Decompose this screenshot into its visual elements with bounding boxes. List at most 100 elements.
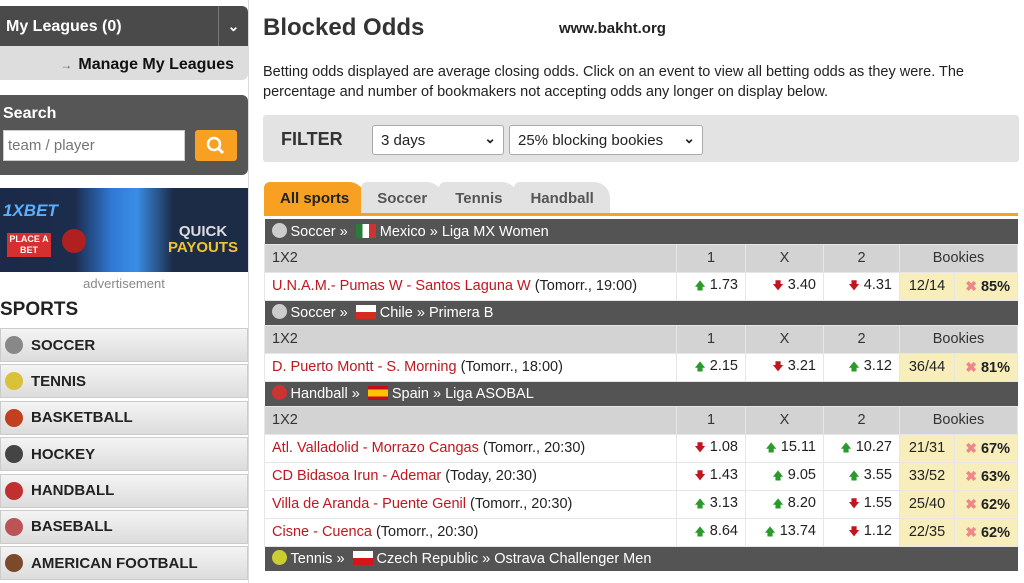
odd-2: 1.55 xyxy=(863,494,892,511)
sport-ball-icon xyxy=(5,517,23,536)
sidebar-sport-baseball[interactable]: BASEBALL xyxy=(0,509,248,544)
country-flag-icon xyxy=(367,386,388,400)
search-panel: Search xyxy=(0,95,248,175)
sidebar-sport-american-football[interactable]: AMERICAN FOOTBALL xyxy=(0,546,248,581)
advertisement-banner[interactable]: 1XBET PLACE A BET QUICK PAYOUTS xyxy=(0,188,248,272)
event-row[interactable]: U.N.A.M.- Pumas W - Santos Laguna W (Tom… xyxy=(264,271,1018,301)
sport-icon xyxy=(271,550,287,566)
arrow-up-icon: 🡅 xyxy=(765,441,777,454)
tab-handball[interactable]: Handball xyxy=(514,182,610,214)
odd-1: 1.08 xyxy=(709,438,738,455)
blocked-percent: 63% xyxy=(980,468,1010,485)
period-select[interactable]: 3 days ⌄ xyxy=(372,125,504,155)
sport-label: TENNIS xyxy=(31,372,87,390)
league-header[interactable]: Tennis » Czech Republic » Ostrava Challe… xyxy=(264,546,1018,571)
tab-all-sports[interactable]: All sports xyxy=(264,182,366,214)
country-name: Czech Republic xyxy=(376,551,479,568)
sports-heading: SPORTS xyxy=(0,299,79,320)
ad-caption: advertisement xyxy=(83,276,165,291)
chevron-down-icon: ⌄ xyxy=(683,130,695,146)
sport-ball-icon xyxy=(5,372,23,391)
event-time: (Tomorr., 19:00) xyxy=(534,278,638,294)
blocked-x-icon: ✖ xyxy=(965,495,977,512)
arrow-down-icon: 🡇 xyxy=(694,441,706,454)
league-header[interactable]: Soccer » Mexico » Liga MX Women xyxy=(264,219,1018,244)
column-header-row: 1X2 1 X 2 Bookies xyxy=(264,405,1018,435)
odd-2: 10.27 xyxy=(855,438,892,455)
sidebar-sport-soccer[interactable]: SOCCER xyxy=(0,328,248,362)
description: Betting odds displayed are average closi… xyxy=(263,64,964,100)
market-header: 1X2 xyxy=(264,243,677,273)
league-header[interactable]: Handball » Spain » Liga ASOBAL xyxy=(264,381,1018,406)
manage-label: Manage My Leagues xyxy=(78,56,234,73)
arrow-up-icon: 🡅 xyxy=(772,469,784,482)
league-header[interactable]: Soccer » Chile » Primera B xyxy=(264,300,1018,325)
event-link[interactable]: CD Bidasoa Irun - Ademar xyxy=(272,468,442,484)
search-icon xyxy=(206,136,225,155)
filter-label: FILTER xyxy=(281,129,343,149)
ad-place-bet: PLACE A BET xyxy=(7,233,51,257)
event-time: (Today, 20:30) xyxy=(445,468,537,484)
sport-name: Tennis xyxy=(290,551,333,568)
col-1-header: 1 xyxy=(676,243,746,273)
event-row[interactable]: Atl. Valladolid - Morrazo Cangas (Tomorr… xyxy=(264,433,1018,463)
search-input[interactable] xyxy=(3,130,185,161)
blocked-x-icon: ✖ xyxy=(965,358,977,375)
odd-2: 4.31 xyxy=(863,276,892,293)
country-name: Chile xyxy=(379,305,413,321)
col-x-header: X xyxy=(745,243,824,273)
tab-soccer[interactable]: Soccer xyxy=(361,182,444,214)
odd-x: 15.11 xyxy=(780,438,816,455)
blocked-x-icon: ✖ xyxy=(965,277,977,294)
tab-underline xyxy=(264,213,1018,216)
sport-tabs: All sports Soccer Tennis Handball xyxy=(264,182,610,214)
arrow-up-icon: 🡅 xyxy=(848,469,860,482)
site-watermark: www.bakht.org xyxy=(559,20,666,37)
sidebar-sport-basketball[interactable]: BASKETBALL xyxy=(0,400,248,435)
sidebar-sport-tennis[interactable]: TENNIS xyxy=(0,364,248,399)
arrow-up-icon: 🡅 xyxy=(840,441,852,454)
sidebar-sport-handball[interactable]: HANDBALL xyxy=(0,473,248,508)
sport-icon xyxy=(271,222,287,238)
event-time: (Tomorr., 18:00) xyxy=(460,359,563,375)
bookies-count: 36/44 xyxy=(899,352,955,382)
arrow-down-icon: 🡇 xyxy=(848,279,860,292)
event-row[interactable]: Villa de Aranda - Puente Genil (Tomorr.,… xyxy=(264,489,1018,519)
arrow-up-icon: 🡅 xyxy=(764,525,776,538)
manage-leagues-link[interactable]: → Manage My Leagues xyxy=(0,46,248,80)
blocking-select[interactable]: 25% blocking bookies ⌄ xyxy=(509,125,703,155)
arrow-up-icon: 🡅 xyxy=(772,497,784,510)
sport-ball-icon xyxy=(5,554,23,573)
filter-bar: FILTER 3 days ⌄ 25% blocking bookies ⌄ xyxy=(263,115,1019,162)
bookies-header: Bookies xyxy=(899,324,1018,354)
blocked-percent: 81% xyxy=(980,359,1010,376)
event-link[interactable]: D. Puerto Montt - S. Morning xyxy=(272,359,457,375)
col-x-header: X xyxy=(745,405,824,435)
chevron-down-icon[interactable]: ⌄ xyxy=(218,6,248,46)
sport-label: BASEBALL xyxy=(31,518,113,536)
my-leagues-bar[interactable]: My Leagues (0) ⌄ xyxy=(0,6,248,46)
event-row[interactable]: D. Puerto Montt - S. Morning (Tomorr., 1… xyxy=(264,352,1018,382)
sport-ball-icon xyxy=(5,445,23,464)
period-value: 3 days xyxy=(381,132,426,149)
event-link[interactable]: Atl. Valladolid - Morrazo Cangas xyxy=(272,440,479,456)
arrow-up-icon: 🡅 xyxy=(848,360,860,373)
odd-1: 3.13 xyxy=(709,494,738,511)
event-link[interactable]: Villa de Aranda - Puente Genil xyxy=(272,496,467,512)
search-button[interactable] xyxy=(195,130,237,161)
column-header-row: 1X2 1 X 2 Bookies xyxy=(264,243,1018,273)
sport-label: AMERICAN FOOTBALL xyxy=(31,554,198,572)
arrow-up-icon: 🡅 xyxy=(694,360,706,373)
sport-label: HOCKEY xyxy=(31,445,96,463)
sports-list: SOCCER TENNIS BASKETBALL HOCKEY HANDBALL BASE… xyxy=(0,328,248,583)
tab-tennis[interactable]: Tennis xyxy=(439,182,519,214)
event-row[interactable]: CD Bidasoa Irun - Ademar (Today, 20:30) … xyxy=(264,461,1018,491)
sidebar-sport-hockey[interactable]: HOCKEY xyxy=(0,437,248,472)
country-name: Mexico xyxy=(379,223,426,240)
event-row[interactable]: Cisne - Cuenca (Tomorr., 20:30) 🡅 8.64 🡅… xyxy=(264,517,1018,547)
column-header-row: 1X2 1 X 2 Bookies xyxy=(264,324,1018,354)
event-link[interactable]: U.N.A.M.- Pumas W - Santos Laguna W xyxy=(272,278,531,294)
ad-payouts: PAYOUTS xyxy=(168,239,239,256)
country-flag-icon xyxy=(352,551,373,566)
event-link[interactable]: Cisne - Cuenca xyxy=(272,524,372,540)
